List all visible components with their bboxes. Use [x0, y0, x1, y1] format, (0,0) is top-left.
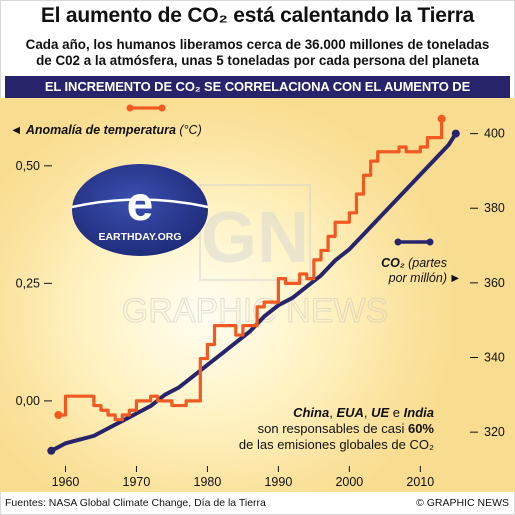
co2-point — [451, 129, 460, 138]
legend-temperature-unit: (°C) — [179, 123, 201, 137]
co2-point — [47, 446, 56, 455]
right-tick-label: 360 — [484, 276, 505, 290]
sources: Fuentes: NASA Global Climate Change, Día… — [5, 497, 266, 509]
subtitle-line-1: Cada año, los humanos liberamos cerca de… — [25, 37, 490, 52]
annotation-percent: 60% — [408, 421, 434, 436]
legend-co2-arrow: ► — [449, 271, 461, 285]
annotation-line-2: son responsables de casi 60% — [258, 421, 435, 436]
right-axis: 320 340 360 380 400 — [470, 127, 505, 439]
annotation-country-4: India — [404, 405, 434, 420]
legend-co2-unit-1: (partes — [408, 256, 447, 270]
legend-co2-dot-start — [394, 238, 402, 246]
x-tick-label: 2000 — [335, 475, 363, 489]
legend-co2-name: CO₂ — [381, 256, 405, 270]
legend-temperature-dot-end — [158, 104, 166, 112]
credit: © GRAPHIC NEWS — [416, 497, 509, 509]
annotation-country-3: UE — [371, 405, 389, 420]
legend-temperature-label: ◄ Anomalía de temperatura (°C) — [10, 123, 202, 137]
x-tick-label: 1970 — [123, 475, 151, 489]
annotation-country-2: EUA — [336, 405, 363, 420]
legend-temperature-name: Anomalía de temperatura — [25, 123, 176, 137]
emissions-annotation: China, EUA, UE e India son responsables … — [239, 405, 435, 452]
x-tick-label: 1980 — [194, 475, 222, 489]
annotation-line-2-text: son responsables de casi — [258, 421, 408, 436]
legend-temperature: ◄ Anomalía de temperatura (°C) — [10, 104, 202, 137]
page-title: El aumento de CO₂ está calentando la Tie… — [40, 4, 475, 27]
series-temperature-line — [56, 117, 444, 422]
series-temperature-points — [54, 114, 446, 419]
annotation-sep-1: , — [329, 405, 336, 420]
subtitle-line-2: de C02 a la atmósfera, unas 5 toneladas … — [36, 53, 479, 68]
legend-co2-dot-end — [426, 238, 434, 246]
left-tick-label: 0,25 — [16, 276, 40, 290]
left-tick-label: 0,00 — [16, 394, 40, 408]
temperature-point — [54, 410, 63, 419]
right-tick-label: 400 — [484, 127, 505, 141]
temperature-point — [437, 114, 446, 123]
legend-co2-unit-2: por millón) — [388, 271, 447, 285]
legend-co2-label-1: CO₂ (partes — [381, 256, 447, 270]
left-axis: 0,00 0,25 0,50 — [16, 159, 52, 408]
annotation-sep-3: e — [389, 405, 403, 420]
legend-temperature-dot-start — [126, 104, 134, 112]
series-co2-points — [47, 129, 460, 455]
x-axis: 1960 1970 1980 1990 2000 2010 — [52, 466, 434, 489]
watermark-mark: GN — [201, 198, 309, 278]
earthday-logo: e EARTHDAY.ORG — [71, 164, 209, 256]
right-tick-label: 380 — [484, 201, 505, 215]
legend-co2: CO₂ (partes por millón) ► — [381, 238, 461, 285]
annotation-country-1: China — [293, 405, 329, 420]
legend-temperature-arrow: ◄ — [10, 123, 26, 137]
subtitle: Cada año, los humanos liberamos cerca de… — [0, 37, 515, 69]
left-tick-label: 0,50 — [16, 159, 40, 173]
right-tick-label: 320 — [484, 425, 505, 439]
x-tick-label: 2010 — [406, 475, 434, 489]
annotation-line-3: de las emisiones globales de CO₂ — [239, 437, 434, 452]
watermark-box — [199, 184, 311, 281]
right-tick-label: 340 — [484, 351, 505, 365]
annotation-sep-2: , — [364, 405, 371, 420]
x-tick-label: 1960 — [52, 475, 80, 489]
logo-letter: e — [127, 178, 154, 231]
logo-text: EARTHDAY.ORG — [98, 231, 181, 243]
logo-globe — [72, 164, 208, 256]
annotation-line-1: China, EUA, UE e India — [293, 405, 434, 420]
x-tick-label: 1990 — [264, 475, 292, 489]
logo-swoosh — [71, 198, 209, 209]
